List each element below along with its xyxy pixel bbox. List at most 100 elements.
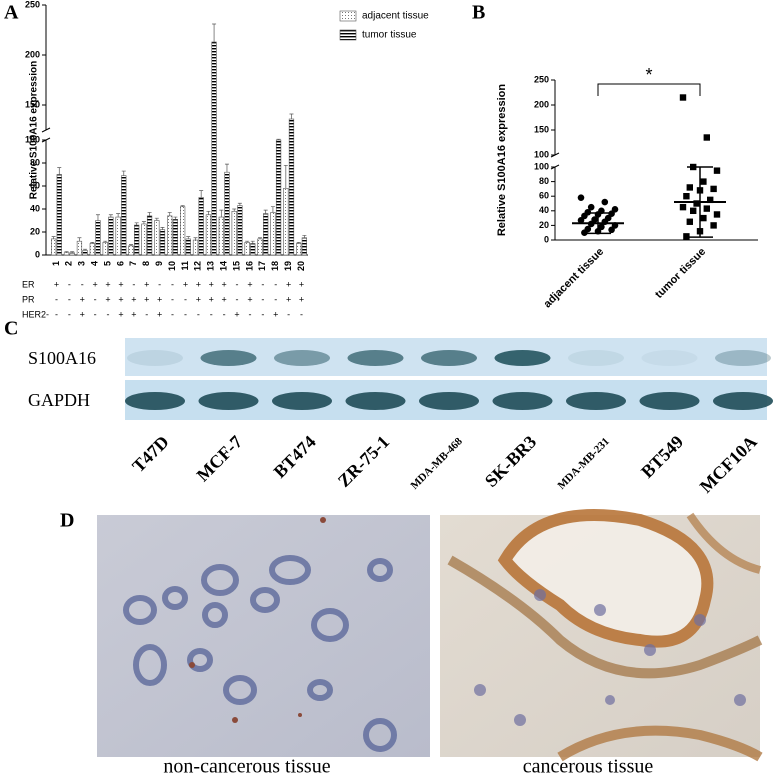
y-tick-label: 0 <box>544 234 549 244</box>
significance-label: * <box>645 65 652 85</box>
blot-band <box>713 392 773 410</box>
x-tick-label: 1 <box>51 261 61 266</box>
status-sign: + <box>299 279 304 289</box>
bar <box>237 205 243 256</box>
status-sign: - <box>248 309 251 319</box>
image-caption: non-cancerous tissue <box>163 756 330 777</box>
status-row-label: HER2- <box>22 309 49 319</box>
x-tick-label: 11 <box>180 261 190 271</box>
bar <box>89 243 95 256</box>
y-tick-label: 200 <box>534 99 549 109</box>
bar <box>146 215 153 256</box>
status-sign: - <box>145 309 148 319</box>
status-sign: + <box>105 294 110 304</box>
bar <box>185 238 191 256</box>
blot-band <box>566 392 626 410</box>
error-bar <box>147 212 152 216</box>
x-tick-label: 20 <box>296 261 306 271</box>
blot-band <box>568 350 624 366</box>
y-tick-label: 100 <box>25 134 40 144</box>
error-bar <box>289 113 294 119</box>
data-point <box>577 216 585 224</box>
status-sign: + <box>54 279 59 289</box>
status-sign: - <box>184 294 187 304</box>
panel-label: B <box>472 2 485 24</box>
status-sign: - <box>274 294 277 304</box>
bar <box>121 175 127 256</box>
status-sign: - <box>68 279 71 289</box>
lane-label: MCF10A <box>696 432 761 497</box>
legend-swatch <box>339 10 357 22</box>
bar <box>51 238 57 256</box>
bar <box>270 212 276 256</box>
x-tick-label: 7 <box>128 261 138 266</box>
x-tick-label: 5 <box>102 261 112 266</box>
status-sign: - <box>171 309 174 319</box>
data-point <box>700 178 707 185</box>
error-bar <box>199 190 204 198</box>
blot-band <box>200 350 257 366</box>
status-row-label: ER <box>22 279 35 289</box>
status-sign: - <box>287 309 290 319</box>
error-bar <box>57 167 62 175</box>
status-sign: + <box>118 309 123 319</box>
x-tick-label: 3 <box>77 261 87 266</box>
error-bar <box>77 237 82 242</box>
bar <box>154 220 160 256</box>
x-tick-label: 9 <box>154 261 164 266</box>
lane-label: BT549 <box>637 432 687 482</box>
status-sign: - <box>300 309 303 319</box>
status-sign: - <box>274 279 277 289</box>
data-point <box>601 198 609 206</box>
error-bar <box>206 210 211 215</box>
blot-band <box>272 392 332 410</box>
x-tick-label: adjacent tissue <box>541 246 606 311</box>
status-sign: - <box>236 279 239 289</box>
x-tick-label: 2 <box>64 261 74 266</box>
status-sign: - <box>55 294 58 304</box>
status-sign: + <box>273 309 278 319</box>
error-bar <box>103 240 108 243</box>
status-sign: + <box>196 294 201 304</box>
bar <box>263 213 269 256</box>
lane-label: ZR-75-1 <box>334 432 393 491</box>
status-sign: + <box>144 279 149 289</box>
status-sign: - <box>68 309 71 319</box>
lane-label: SK-BR3 <box>481 432 540 491</box>
status-sign: - <box>68 294 71 304</box>
error-bar <box>186 236 191 239</box>
status-sign: + <box>80 294 85 304</box>
bar <box>250 243 256 256</box>
error-bar <box>154 217 159 221</box>
data-point <box>710 185 717 193</box>
status-sign: + <box>157 294 162 304</box>
error-bar <box>167 212 172 216</box>
x-tick-label: 19 <box>283 261 293 271</box>
legend-label: tumor tissue <box>362 30 417 41</box>
blot-band <box>492 392 553 410</box>
status-row-label: PR <box>22 294 35 304</box>
bar <box>257 238 263 256</box>
bar <box>244 242 250 256</box>
error-bar <box>134 222 139 226</box>
status-sign: + <box>286 279 291 289</box>
error-bar <box>95 214 100 221</box>
x-tick-label: 14 <box>219 261 229 271</box>
status-sign: - <box>81 279 84 289</box>
bar <box>159 229 166 256</box>
bar <box>296 243 302 256</box>
blot-band <box>419 392 479 410</box>
bar <box>172 219 178 256</box>
blot-row-label: S100A16 <box>28 348 96 368</box>
status-sign: + <box>105 279 110 289</box>
bar <box>211 41 217 256</box>
y-axis-label: Relative S100A16 expression <box>29 61 40 199</box>
bar <box>283 188 289 256</box>
data-point <box>703 134 710 141</box>
blot-band <box>494 350 551 366</box>
status-sign: - <box>158 279 161 289</box>
status-sign: - <box>184 309 187 319</box>
bar <box>205 214 212 256</box>
status-sign: - <box>94 294 97 304</box>
